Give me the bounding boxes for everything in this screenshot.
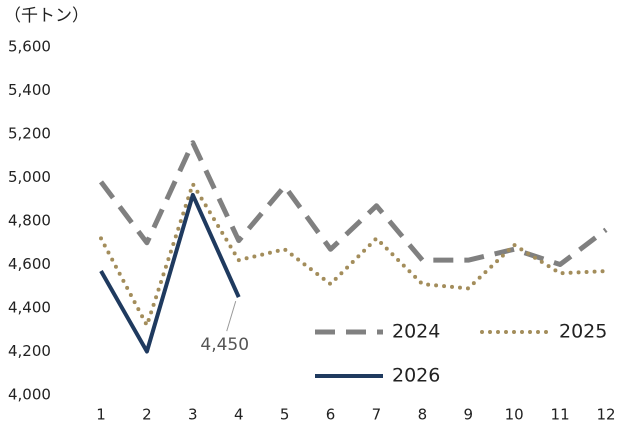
y-axis-unit: （千トン） [4,6,89,26]
x-tick-label: 3 [188,406,198,424]
x-tick-label: 2 [142,406,152,424]
y-tick-label: 4,000 [8,386,51,404]
x-tick-label: 1 [96,406,106,424]
value-label: 4,450 [200,335,249,355]
x-tick-label: 5 [280,406,290,424]
x-tick-label: 4 [234,406,244,424]
legend-label: 2025 [559,321,607,343]
legend-label: 2024 [392,321,440,343]
y-tick-label: 5,000 [8,168,51,186]
x-tick-label: 11 [551,406,570,424]
y-tick-label: 5,200 [8,125,51,143]
x-tick-label: 6 [326,406,336,424]
y-tick-label: 4,800 [8,212,51,230]
y-tick-label: 5,600 [8,38,51,56]
x-tick-label: 12 [596,406,615,424]
y-tick-label: 5,400 [8,81,51,99]
y-tick-label: 4,600 [8,255,51,273]
x-tick-label: 7 [372,406,382,424]
x-tick-label: 9 [463,406,473,424]
series-line [99,140,608,267]
y-tick-label: 4,200 [8,342,51,360]
series-line [99,192,241,354]
y-tick-label: 4,400 [8,299,51,317]
label-leader [226,300,237,332]
legend-label: 2026 [392,365,440,387]
x-tick-label: 10 [505,406,524,424]
x-tick-label: 8 [418,406,428,424]
series-line [99,182,608,328]
